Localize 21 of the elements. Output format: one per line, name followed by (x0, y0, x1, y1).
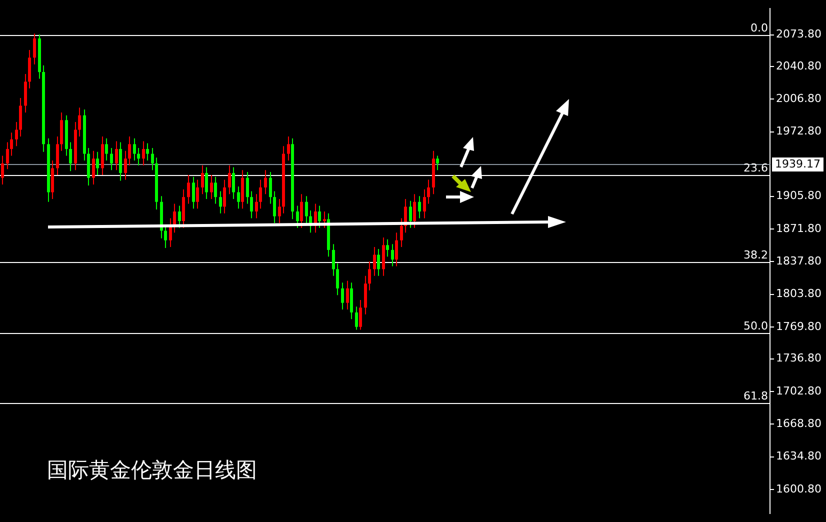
y-tick-label: 1736.80 (776, 352, 822, 365)
y-tick-label: 1837.80 (776, 254, 822, 268)
annotation: 0.0 (750, 21, 768, 34)
annotation: 23.6 (744, 161, 768, 174)
y-tick-label: 2073.80 (776, 28, 822, 41)
y-tick-label: 2006.80 (776, 92, 822, 106)
y-tick-label: 1905.80 (776, 189, 822, 202)
y-tick-label: 1769.80 (776, 320, 822, 333)
y-tick-label: 1668.80 (776, 417, 822, 430)
ref-line-label: 1939.17 (775, 157, 820, 170)
y-tick-label: 1600.80 (776, 482, 822, 496)
y-tick-label: 1803.80 (776, 287, 822, 300)
y-tick-label: 1972.80 (776, 124, 822, 138)
y-tick-label: 1871.80 (776, 222, 822, 235)
y-tick-label: 1702.80 (776, 384, 822, 398)
annotation: 61.8 (744, 389, 768, 402)
text: 国际黄金伦敦金日线图 (47, 457, 257, 484)
y-tick-label: 1634.80 (776, 450, 822, 463)
annotation: 38.2 (744, 248, 768, 262)
y-tick-label: 2040.80 (776, 59, 822, 72)
annotation: 50.0 (744, 319, 768, 332)
